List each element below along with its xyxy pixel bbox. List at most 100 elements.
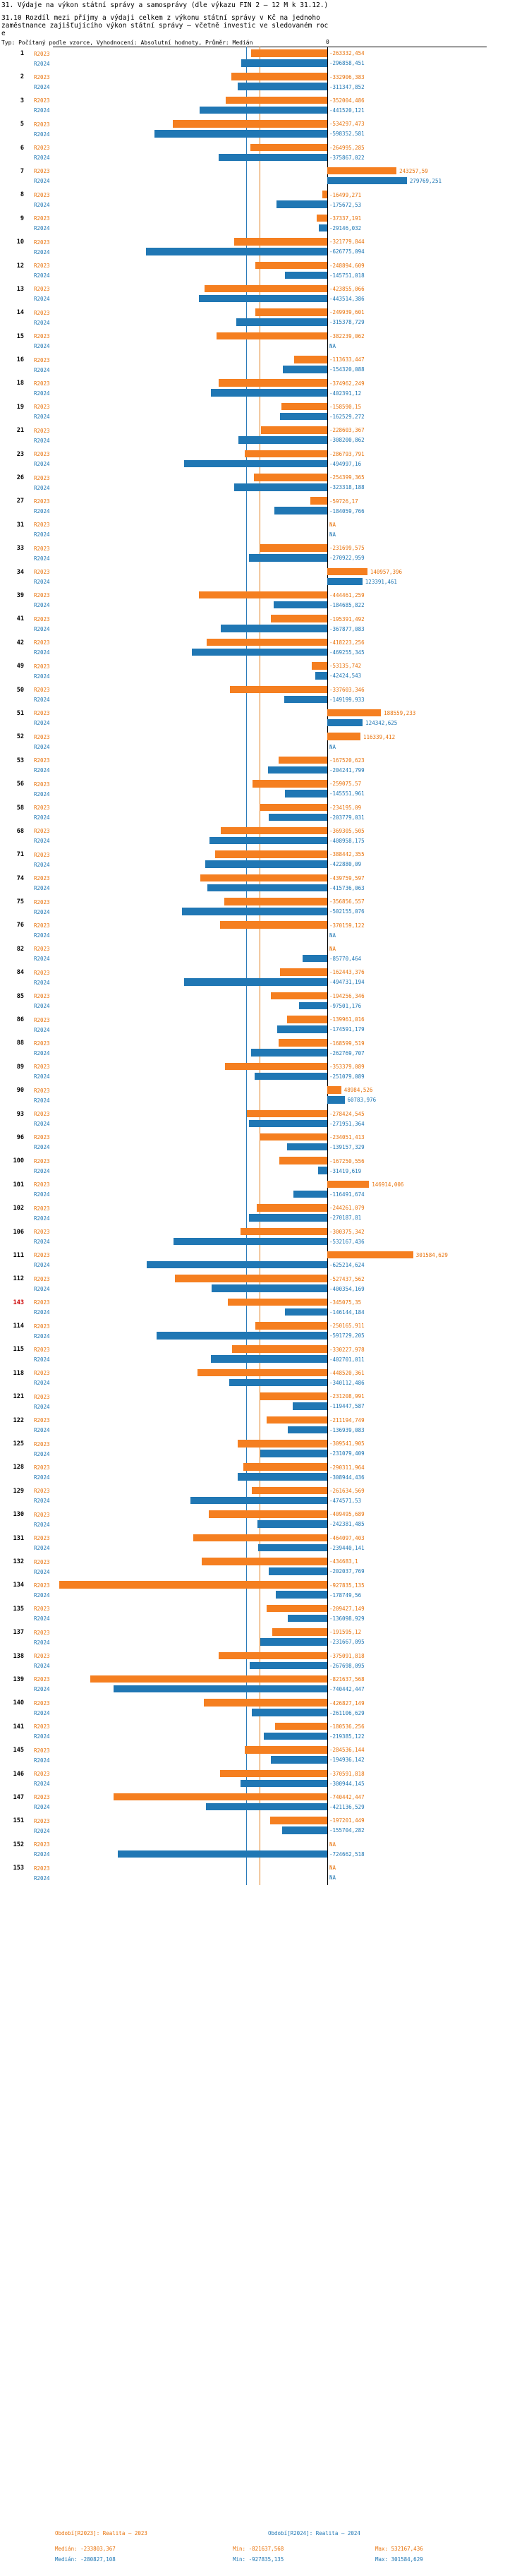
- series-label: R2024: [34, 1733, 50, 1740]
- bar-value-label: -231699,575: [329, 545, 365, 552]
- bar-value-label: NA: [329, 743, 336, 750]
- row-index-label: 146: [13, 1770, 24, 1778]
- bar-value-label: -441520,121: [329, 107, 365, 114]
- series-label: R2024: [34, 1097, 50, 1104]
- series-label: R2023: [34, 498, 50, 505]
- series-label: R2023: [34, 215, 50, 222]
- series-label: R2023: [34, 922, 50, 929]
- series-label: R2023: [34, 356, 50, 363]
- bar-group: 85 R2023 -194256,346 R2024 -97501,176: [0, 989, 529, 1013]
- bar-row: R2024 -408958,175: [0, 836, 529, 845]
- bar-value-label: -502155,076: [329, 908, 365, 915]
- bar-group: 84 R2023 -162443,376 R2024 -494731,194: [0, 965, 529, 989]
- row-index-label: 82: [16, 945, 24, 953]
- bar-row: R2024 -308200,862: [0, 435, 529, 445]
- bar-value-label: -278424,545: [329, 1110, 365, 1117]
- bar-value-label: -113633,447: [329, 356, 365, 363]
- series-label: R2023: [34, 1205, 50, 1212]
- bar-group: 51 R2023 188559,233 R2024 124342,625: [0, 706, 529, 730]
- series-label: R2023: [34, 1699, 50, 1707]
- bar-row: R2023 -423855,066: [0, 284, 529, 294]
- bar-value-label: -494731,194: [329, 979, 365, 986]
- bar-value-label: -259075,57: [329, 781, 362, 788]
- bar-value-label: -234051,413: [329, 1134, 365, 1141]
- series-label: R2023: [34, 1299, 50, 1306]
- bar-value-label: -532167,436: [329, 1238, 365, 1245]
- bar-value-label: -345075,35: [329, 1299, 362, 1306]
- row-index-label: 114: [13, 1323, 24, 1330]
- row-index-label: 71: [16, 851, 24, 859]
- row-index-label: 75: [16, 898, 24, 906]
- bar-row: R2023 -234195,09: [0, 803, 529, 812]
- bar-value-label: -184059,766: [329, 507, 365, 514]
- bar-group: 132 R2023 -434683,1 R2024 -202037,769: [0, 1555, 529, 1578]
- bar-value-label: -439759,597: [329, 874, 365, 881]
- bar-row: R2024 -174591,179: [0, 1025, 529, 1034]
- bar-value-label: -402391,12: [329, 390, 362, 397]
- bar-row: R2023 -290311,964: [0, 1462, 529, 1471]
- bar-group: 16 R2023 -113633,447 R2024 -154320,088: [0, 353, 529, 376]
- row-index-label: 33: [16, 545, 24, 553]
- bar-row: R2024 -311347,852: [0, 82, 529, 91]
- bar-row: R2024 -400354,169: [0, 1284, 529, 1293]
- row-index-label: 125: [13, 1440, 24, 1448]
- series-label: R2023: [34, 805, 50, 811]
- median-2023: Medián: -233803,367: [55, 2546, 116, 2552]
- bar-group: 129 R2023 -261634,569 R2024 -474571,53: [0, 1484, 529, 1507]
- bar-group: 15 R2023 -382239,062 R2024 NA: [0, 330, 529, 353]
- series-label: R2024: [34, 1380, 50, 1387]
- row-index-label: 52: [16, 733, 24, 741]
- bar-row: R2023 116339,412: [0, 732, 529, 741]
- bar-row: R2024 -421136,529: [0, 1802, 529, 1812]
- bar-value-label: -29146,032: [329, 224, 362, 231]
- series-label: R2023: [34, 1134, 50, 1141]
- bar-group: 58 R2023 -234195,09 R2024 -203779,031: [0, 801, 529, 824]
- bar-group: 102 R2023 -244261,079 R2024 -270187,81: [0, 1201, 529, 1224]
- bar-row: R2024 -136939,083: [0, 1426, 529, 1435]
- series-label: R2023: [34, 1440, 50, 1448]
- series-label: R2024: [34, 1663, 50, 1670]
- bar-group: 138 R2023 -375091,818 R2024 -267698,095: [0, 1649, 529, 1673]
- series-label: R2024: [34, 1356, 50, 1363]
- series-label: R2023: [34, 1181, 50, 1188]
- bar-row: R2023 -345075,35: [0, 1298, 529, 1307]
- bar-row: R2023 -286793,791: [0, 450, 529, 459]
- bar-value-label: -300375,342: [329, 1228, 365, 1235]
- bar-rows-container: 1 R2023 -263332,454 R2024 -296858,451 2 R2023 -…: [0, 47, 529, 1884]
- bar-row: R2024 -296858,451: [0, 59, 529, 68]
- bar-row: R2024 -239440,141: [0, 1543, 529, 1553]
- bar-value-label: -175672,53: [329, 201, 362, 208]
- bar-row: R2024 -116491,674: [0, 1190, 529, 1199]
- bar-group: 26 R2023 -254399,365 R2024 -323318,188: [0, 471, 529, 494]
- series-label: R2023: [34, 1676, 50, 1683]
- bar-row: R2024 -146144,184: [0, 1308, 529, 1317]
- bar-value-label: -382239,062: [329, 332, 365, 339]
- bar-group: 135 R2023 -209427,149 R2024 -136098,929: [0, 1602, 529, 1625]
- series-label: R2024: [34, 1686, 50, 1693]
- bar-value-label: -203779,031: [329, 814, 365, 821]
- row-index-label: 85: [16, 992, 24, 1000]
- row-index-label: 112: [13, 1275, 24, 1283]
- series-label: R2023: [34, 1346, 50, 1353]
- series-label: R2024: [34, 484, 50, 491]
- series-label: R2024: [34, 1757, 50, 1764]
- bar-value-label: -270187,81: [329, 1215, 362, 1222]
- series-label: R2023: [34, 121, 50, 128]
- row-index-label: 132: [13, 1558, 24, 1565]
- bar-group: 19 R2023 -158590,15 R2024 -162529,272: [0, 400, 529, 423]
- bar-row: R2023 -353379,089: [0, 1062, 529, 1071]
- series-label: R2024: [34, 767, 50, 774]
- row-index-label: 15: [16, 332, 24, 340]
- bar-group: 101 R2023 146914,006 R2024 -116491,674: [0, 1178, 529, 1201]
- series-label: R2023: [34, 451, 50, 458]
- series-label: R2024: [34, 673, 50, 680]
- row-index-label: 14: [16, 309, 24, 317]
- bar-row: R2024 60783,976: [0, 1095, 529, 1105]
- bar-row: R2024 -270187,81: [0, 1213, 529, 1222]
- bar-value-label: -219385,122: [329, 1733, 365, 1740]
- series-label: R2023: [34, 1865, 50, 1872]
- bar-group: 76 R2023 -370159,122 R2024 NA: [0, 918, 529, 941]
- bar-value-label: -211194,749: [329, 1416, 365, 1424]
- bar-value-label: -167250,556: [329, 1157, 365, 1164]
- bar-value-label: -261106,629: [329, 1709, 365, 1716]
